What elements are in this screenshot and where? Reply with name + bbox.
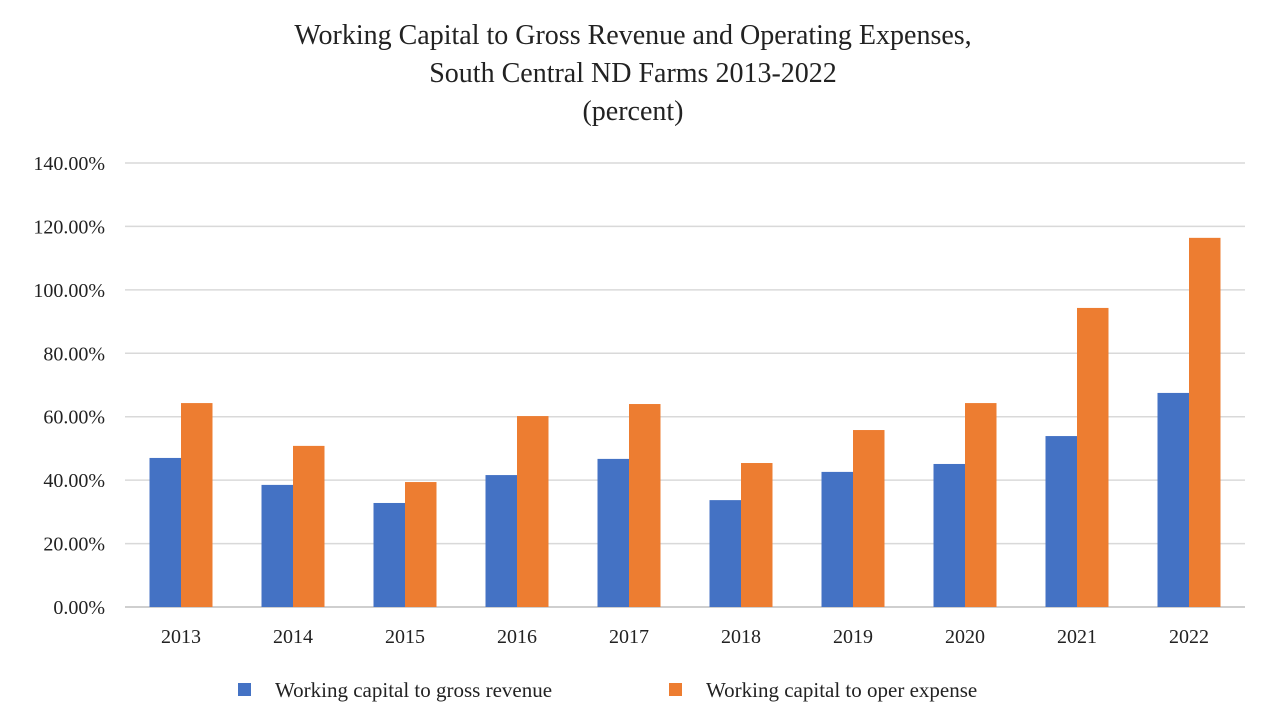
legend-swatch xyxy=(669,683,682,696)
y-tick-label: 80.00% xyxy=(43,343,105,365)
bar-oper-expense-2022 xyxy=(1189,237,1221,608)
bar-oper-expense-2017 xyxy=(629,404,661,607)
x-tick-label: 2013 xyxy=(161,626,201,648)
x-tick-label: 2014 xyxy=(273,626,313,648)
bar-gross-revenue-2020 xyxy=(933,463,965,607)
bar-oper-expense-2014 xyxy=(293,445,325,607)
y-tick-label: 40.00% xyxy=(43,470,105,492)
x-axis: 2013 2014 2015 2016 2017 2018 2019 2020 2021 2022 xyxy=(161,626,1209,648)
bar-gross-revenue-2016 xyxy=(485,475,517,607)
bar-gross-revenue-2018 xyxy=(709,500,741,607)
x-tick-label: 2022 xyxy=(1169,626,1209,648)
y-tick-label: 100.00% xyxy=(33,280,105,302)
bar-oper-expense-2013 xyxy=(181,403,213,607)
bar-oper-expense-2018 xyxy=(741,463,773,607)
legend-swatch xyxy=(238,683,251,696)
bar-gross-revenue-2019 xyxy=(821,471,853,607)
y-tick-label: 120.00% xyxy=(33,216,105,238)
y-axis: 0.00% 20.00% 40.00% 60.00% 80.00% 100.00% 120.… xyxy=(33,153,105,619)
bar-oper-expense-2016 xyxy=(517,416,549,607)
bar-gross-revenue-2017 xyxy=(597,458,629,607)
bar-oper-expense-2021 xyxy=(1077,307,1109,607)
y-tick-label: 20.00% xyxy=(43,534,105,556)
x-tick-label: 2017 xyxy=(609,626,649,648)
legend-label: Working capital to oper expense xyxy=(706,678,977,702)
bar-oper-expense-2019 xyxy=(853,430,885,607)
bar-oper-expense-2020 xyxy=(965,403,997,607)
x-tick-label: 2021 xyxy=(1057,626,1097,648)
bars xyxy=(149,237,1221,608)
bar-gross-revenue-2022 xyxy=(1157,392,1189,607)
x-tick-label: 2018 xyxy=(721,626,761,648)
x-tick-label: 2015 xyxy=(385,626,425,648)
chart-title-line-1: Working Capital to Gross Revenue and Ope… xyxy=(294,20,971,51)
y-tick-label: 140.00% xyxy=(33,153,105,175)
legend: Working capital to gross revenue Working … xyxy=(238,678,977,702)
chart-title-line-3: (percent) xyxy=(582,96,683,127)
bar-oper-expense-2015 xyxy=(405,482,437,607)
x-tick-label: 2016 xyxy=(497,626,537,648)
chart-title-line-2: South Central ND Farms 2013-2022 xyxy=(429,58,837,89)
bar-gross-revenue-2013 xyxy=(149,457,181,607)
legend-label: Working capital to gross revenue xyxy=(275,678,552,702)
bar-gross-revenue-2015 xyxy=(373,502,405,607)
y-tick-label: 0.00% xyxy=(53,597,105,619)
x-tick-label: 2020 xyxy=(945,626,985,648)
x-tick-label: 2019 xyxy=(833,626,873,648)
bar-gross-revenue-2021 xyxy=(1045,436,1077,607)
bar-gross-revenue-2014 xyxy=(261,484,293,607)
y-tick-label: 60.00% xyxy=(43,407,105,429)
